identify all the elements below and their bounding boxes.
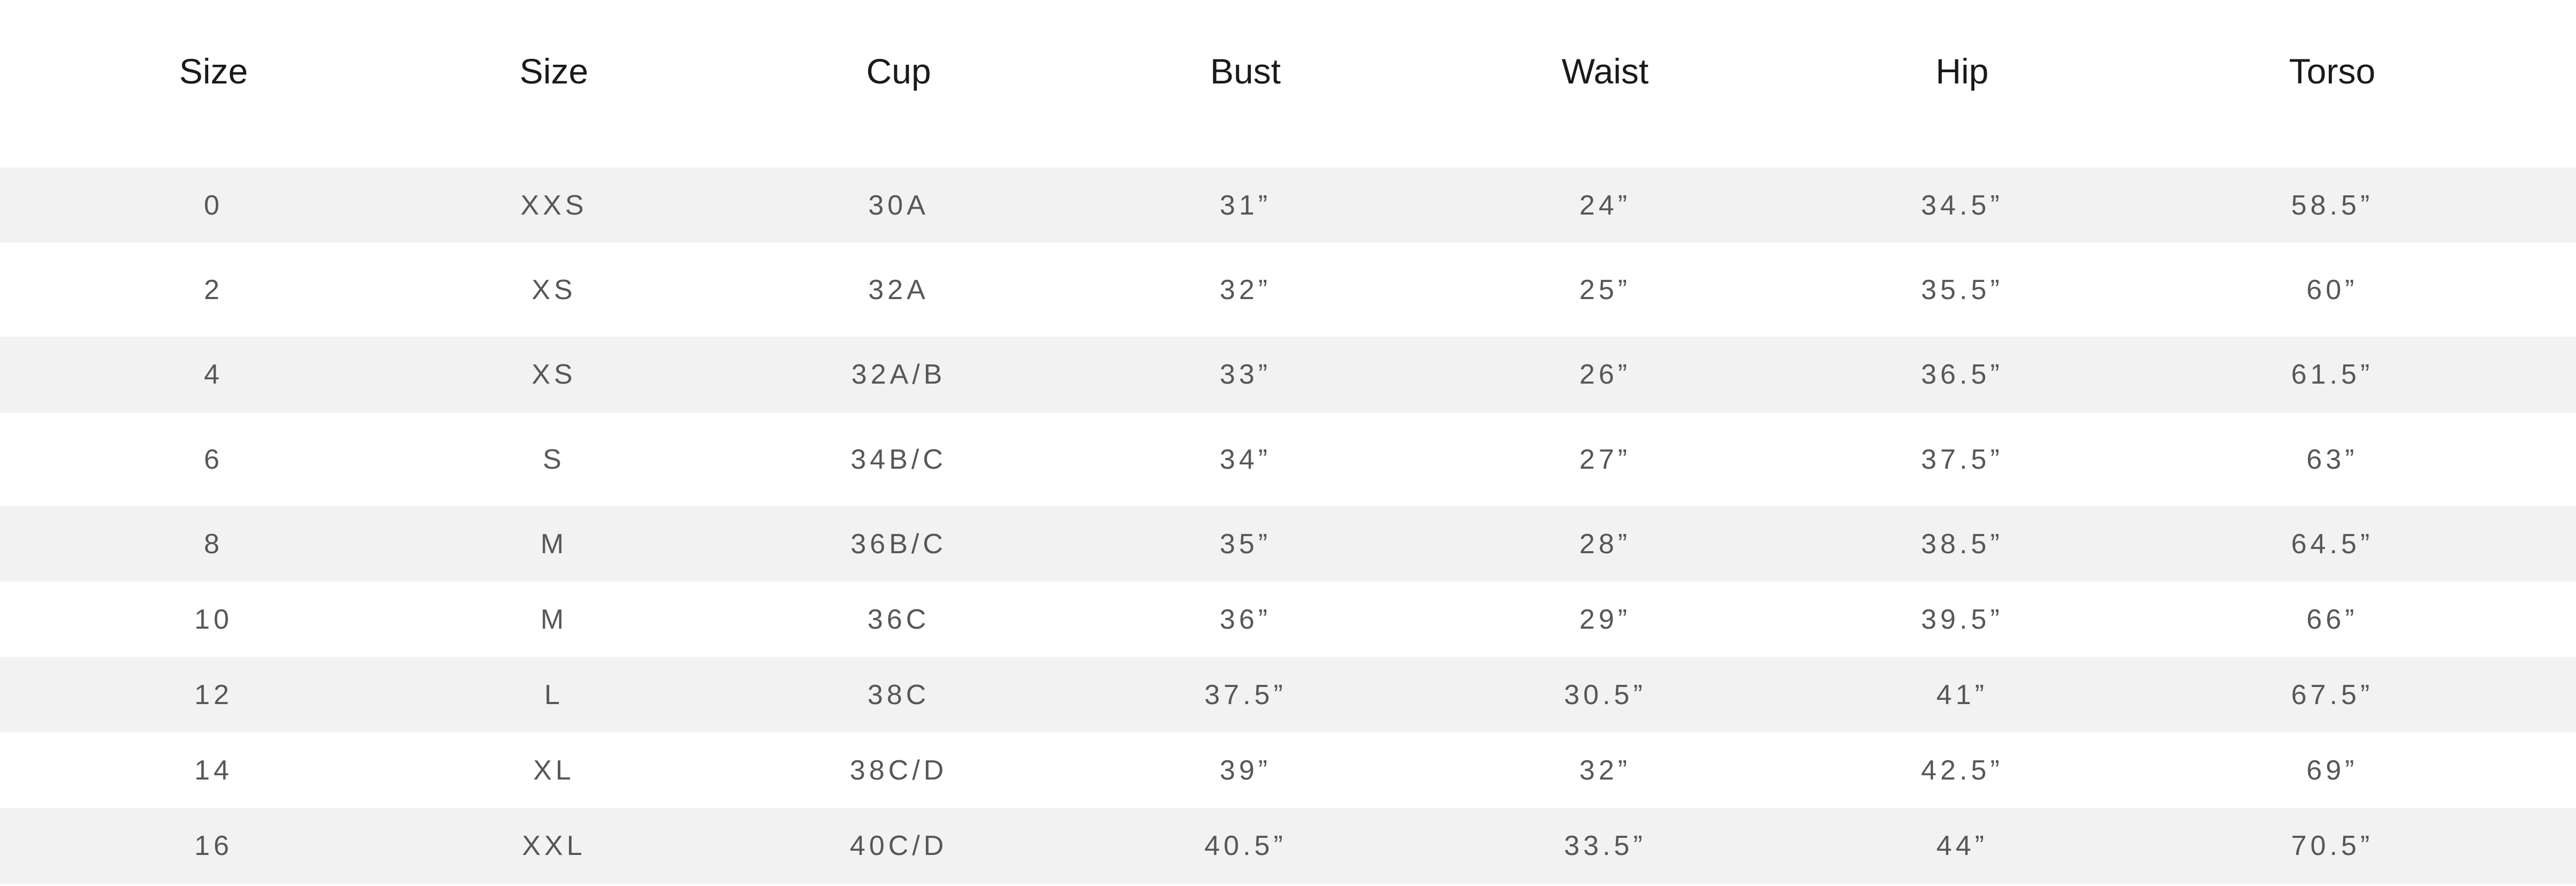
table-cell: 33”	[1116, 337, 1374, 413]
table-cell: 33.5”	[1374, 808, 1836, 884]
table-cell: 69”	[2306, 754, 2358, 786]
column-header: Cup	[866, 51, 931, 91]
table-cell: XXL	[427, 808, 681, 884]
table-cell: 14	[194, 754, 233, 786]
table-cell: 41”	[1836, 657, 2088, 732]
table-cell: 70.5”	[2088, 808, 2576, 884]
table-cell: 34B/C	[850, 444, 947, 475]
table-cell: 40C/D	[681, 808, 1116, 884]
table-cell: M	[540, 604, 568, 635]
table-cell: 10	[194, 604, 233, 635]
table-cell: M	[427, 506, 681, 582]
table-cell: 42.5”	[1921, 754, 2003, 786]
table-cell: 32A	[868, 274, 929, 305]
header-row: Size Size Cup Bust Waist Hip Torso	[0, 0, 2576, 167]
table-row: 4 XS 32A/B 33” 26” 36.5” 61.5”	[0, 337, 2576, 413]
table-cell: 35.5”	[1921, 274, 2003, 305]
table-cell: 36B/C	[681, 506, 1116, 582]
column-header: Size	[519, 51, 589, 91]
table-cell: 32”	[1579, 754, 1631, 786]
table-cell: 8	[0, 506, 427, 582]
table-cell: 2	[204, 274, 223, 305]
table-cell: 27”	[1579, 444, 1631, 475]
table-cell: 58.5”	[2088, 167, 2576, 243]
table-cell: 36”	[1219, 604, 1272, 635]
column-header: Size	[179, 51, 248, 91]
table-cell: 61.5”	[2088, 337, 2576, 413]
table-row: 14 XL 38C/D 39” 32” 42.5” 69”	[0, 732, 2576, 808]
table-row: 6 S 34B/C 34” 27” 37.5” 63”	[0, 413, 2576, 506]
table-cell: 36.5”	[1836, 337, 2088, 413]
table-cell: 44”	[1836, 808, 2088, 884]
table-cell: 39”	[1219, 754, 1272, 786]
table-cell: 16	[0, 808, 427, 884]
table-cell: 36C	[867, 604, 930, 635]
table-cell: 25”	[1579, 274, 1631, 305]
table-cell: 12	[0, 657, 427, 732]
table-cell: 38.5”	[1836, 506, 2088, 582]
table-cell: 30A	[681, 167, 1116, 243]
table-cell: 32”	[1219, 274, 1272, 305]
table-cell: 26”	[1374, 337, 1836, 413]
table-cell: 29”	[1579, 604, 1631, 635]
table-cell: 24”	[1374, 167, 1836, 243]
table-cell: 31”	[1116, 167, 1374, 243]
table-row: 0 XXS 30A 31” 24” 34.5” 58.5”	[0, 167, 2576, 243]
table-cell: 35”	[1116, 506, 1374, 582]
table-cell: 0	[0, 167, 427, 243]
table-cell: XS	[427, 337, 681, 413]
table-cell: 64.5”	[2088, 506, 2576, 582]
table-cell: 30.5”	[1374, 657, 1836, 732]
table-cell: 32A/B	[681, 337, 1116, 413]
table-cell: 39.5”	[1921, 604, 2003, 635]
table-cell: 66”	[2306, 604, 2358, 635]
table-cell: 34”	[1219, 444, 1272, 475]
column-header: Bust	[1210, 51, 1281, 91]
table-cell: 60”	[2306, 274, 2358, 305]
table-row: 16 XXL 40C/D 40.5” 33.5” 44” 70.5”	[0, 808, 2576, 884]
table-cell: S	[543, 444, 565, 475]
table-cell: L	[427, 657, 681, 732]
table-cell: XS	[531, 274, 576, 305]
table-cell: 34.5”	[1836, 167, 2088, 243]
table-cell: XXS	[427, 167, 681, 243]
column-header: Torso	[2289, 51, 2376, 91]
table-cell: 28”	[1374, 506, 1836, 582]
table-cell: 37.5”	[1116, 657, 1374, 732]
table-cell: 63”	[2306, 444, 2358, 475]
table-row: 12 L 38C 37.5” 30.5” 41” 67.5”	[0, 657, 2576, 732]
table-cell: 38C	[681, 657, 1116, 732]
table-cell: 6	[204, 444, 223, 475]
table-cell: 4	[0, 337, 427, 413]
table-cell: XL	[533, 754, 575, 786]
table-row: 8 M 36B/C 35” 28” 38.5” 64.5”	[0, 506, 2576, 582]
table-cell: 40.5”	[1116, 808, 1374, 884]
table-cell: 37.5”	[1921, 444, 2003, 475]
table-row: 2 XS 32A 32” 25” 35.5” 60”	[0, 243, 2576, 337]
column-header: Waist	[1561, 51, 1649, 91]
table-cell: 67.5”	[2088, 657, 2576, 732]
table-row: 10 M 36C 36” 29” 39.5” 66”	[0, 582, 2576, 657]
column-header: Hip	[1935, 51, 1989, 91]
table-cell: 38C/D	[849, 754, 948, 786]
